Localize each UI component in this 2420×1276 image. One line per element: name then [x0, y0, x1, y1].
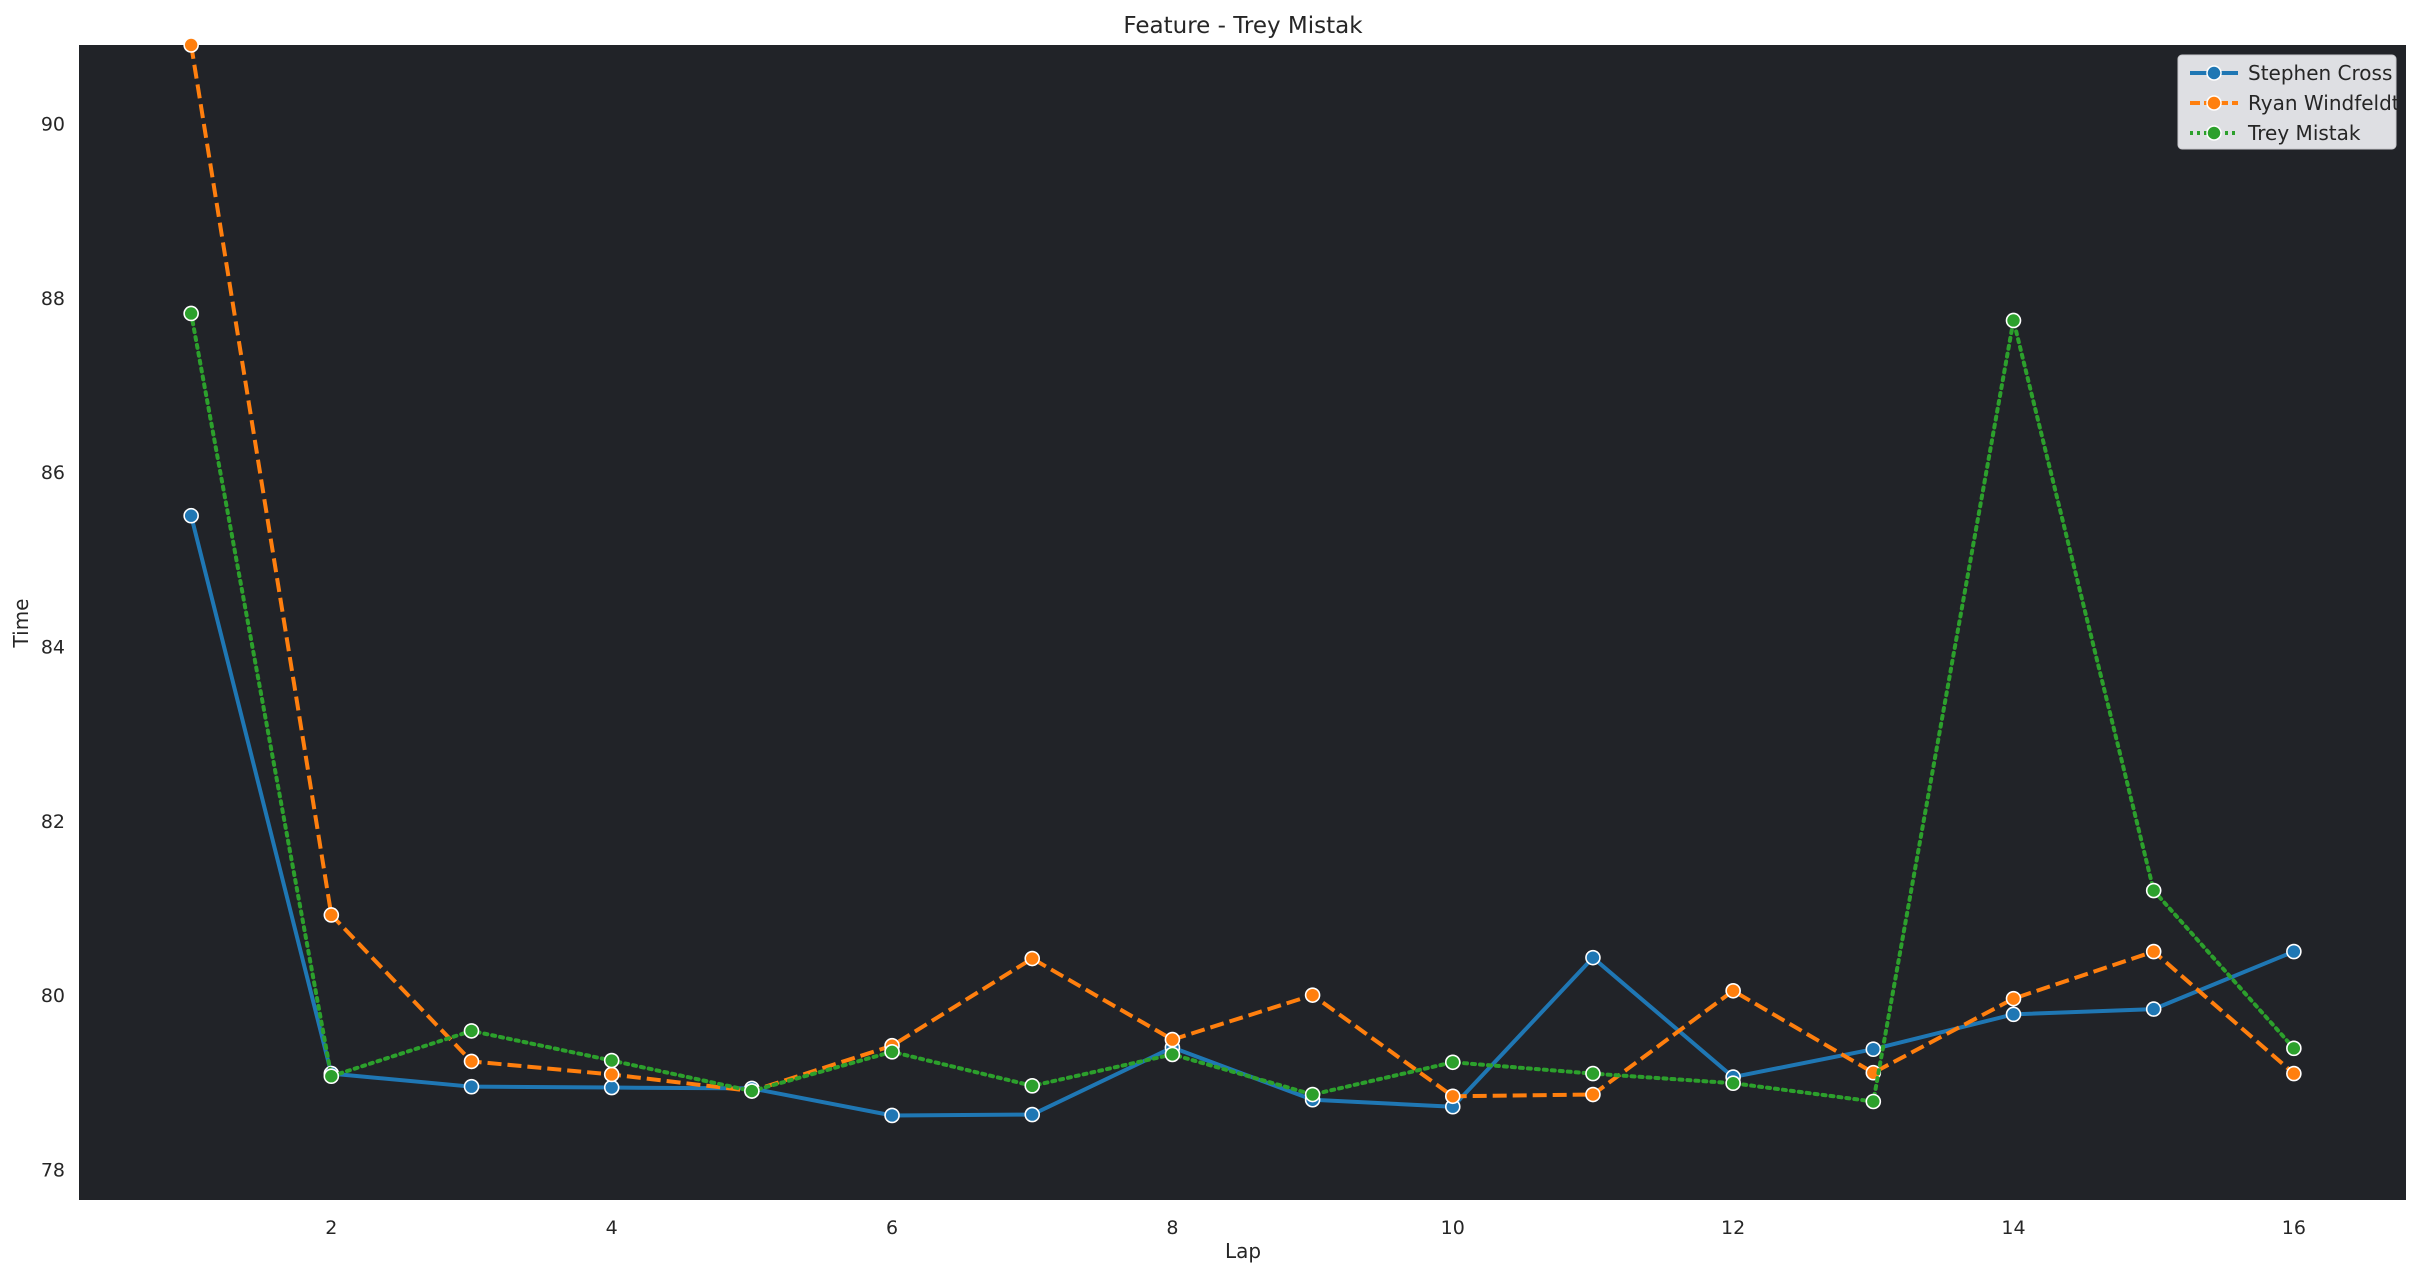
x-axis: 2 4 6 8 10 12 14 16: [325, 1217, 2306, 1239]
data-point: [1585, 1086, 1601, 1103]
series-line: [189, 44, 2296, 1099]
x-tick-label: 14: [2001, 1217, 2025, 1239]
data-point: [1444, 1054, 1461, 1071]
y-tick-label: 84: [41, 636, 65, 658]
data-point: [1164, 1031, 1181, 1048]
data-point: [463, 1023, 480, 1039]
data-point: [1164, 1046, 1181, 1063]
series-line: [189, 311, 2296, 1104]
data-point: [884, 1044, 900, 1060]
y-axis: 78 80 82 84 86 88 90: [41, 113, 65, 1181]
data-point: [884, 1107, 900, 1124]
x-tick-label: 16: [2282, 1217, 2306, 1239]
x-tick-label: 6: [886, 1217, 898, 1239]
y-tick-label: 90: [41, 113, 65, 135]
data-point: [2145, 943, 2162, 960]
x-tick-label: 8: [1166, 1217, 1178, 1239]
plot-area: [79, 45, 2406, 1200]
data-point: [2005, 1006, 2022, 1023]
legend: Stephen Cross Ryan Windfeldt Trey Mistak: [2177, 54, 2400, 150]
data-point: [2145, 1001, 2162, 1017]
data-point: [183, 305, 199, 322]
legend-label: Trey Mistak: [2247, 121, 2361, 145]
legend-marker: [2206, 65, 2222, 81]
data-point: [2145, 882, 2162, 899]
data-point: [2286, 1040, 2302, 1057]
y-tick-label: 78: [41, 1159, 65, 1181]
data-point: [2286, 1065, 2302, 1082]
data-point: [1444, 1088, 1461, 1105]
legend-box: [2177, 54, 2397, 150]
series-ryan-windfeldt: [183, 37, 2302, 1105]
data-point: [2286, 943, 2302, 960]
series-trey-mistak: [183, 305, 2302, 1110]
data-point: [1304, 1086, 1321, 1103]
data-point: [603, 1079, 620, 1096]
data-point: [744, 1083, 760, 1099]
legend-label: Ryan Windfeldt: [2248, 91, 2400, 115]
data-point: [2005, 312, 2022, 329]
data-point: [463, 1078, 480, 1095]
data-point: [1024, 1106, 1041, 1123]
legend-label: Stephen Cross: [2248, 61, 2392, 85]
data-point: [1865, 1093, 1882, 1110]
data-point: [463, 1053, 480, 1070]
x-tick-label: 2: [325, 1217, 337, 1239]
data-point: [183, 507, 199, 524]
data-point: [1865, 1041, 1882, 1057]
data-point: [2005, 990, 2022, 1007]
legend-marker: [2206, 95, 2222, 111]
data-point: [603, 1052, 620, 1069]
data-point: [1725, 1075, 1741, 1091]
y-tick-label: 80: [41, 985, 65, 1007]
data-point: [603, 1066, 620, 1083]
series-layer: [183, 37, 2302, 1124]
legend-marker: [2206, 125, 2222, 141]
data-point: [183, 37, 199, 53]
y-axis-title: Time: [9, 599, 33, 649]
y-tick-label: 88: [41, 288, 65, 310]
data-point: [1725, 982, 1741, 999]
data-point: [1024, 1078, 1041, 1094]
data-point: [323, 1068, 340, 1085]
data-point: [1585, 1065, 1601, 1082]
data-point: [1304, 987, 1321, 1003]
y-tick-label: 82: [41, 811, 65, 833]
data-point: [323, 907, 340, 923]
chart-title: Feature - Trey Mistak: [1123, 13, 1363, 39]
data-point: [1024, 950, 1041, 967]
y-tick-label: 86: [41, 462, 65, 484]
x-axis-title: Lap: [1225, 1239, 1261, 1263]
x-tick-label: 4: [606, 1217, 618, 1239]
x-tick-label: 10: [1441, 1217, 1465, 1239]
data-point: [1585, 949, 1601, 966]
x-tick-label: 12: [1721, 1217, 1745, 1239]
